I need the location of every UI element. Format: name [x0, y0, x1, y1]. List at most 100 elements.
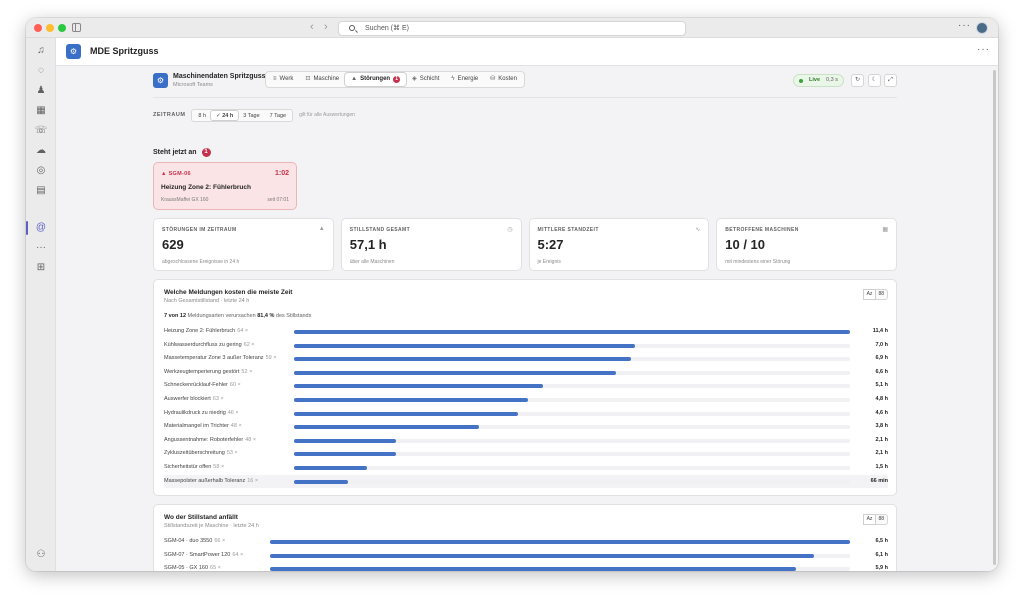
range-option-24h[interactable]: ✓ 24 h: [211, 110, 239, 120]
tab-kosten[interactable]: ⛁ Kosten: [484, 73, 523, 86]
tab-maschine[interactable]: ⊡ Maschine: [299, 73, 345, 86]
bar-row[interactable]: Zykluszeitüberschreitung 53 × 2,1 h: [164, 447, 888, 461]
bar-row[interactable]: Massetemperatur Zone 3 außer Toleranz 59 …: [164, 352, 888, 366]
refresh-button[interactable]: ↻: [851, 74, 864, 87]
bar-fill: [294, 343, 636, 348]
sort-alpha-button[interactable]: Az: [863, 515, 876, 524]
machines-sort-toggle: Az 88: [862, 514, 888, 525]
bar-fill: [294, 479, 348, 484]
kpi-card-machines: BETROFFENE MASCHINEN ▦ 10 / 10 mit minde…: [716, 218, 897, 271]
bar-row[interactable]: SGM-07 · SmartPower 120 64 × 6,1 h: [164, 549, 888, 563]
fullscreen-button[interactable]: ⤢: [884, 74, 897, 87]
bar-label: Materialmangel im Trichter 48 ×: [164, 423, 242, 430]
more-options-icon[interactable]: ···: [958, 20, 971, 31]
alert-machine-model: KraussMaffei GX 160: [161, 197, 209, 203]
bar-fill: [294, 465, 368, 470]
sidebar-toggle-icon[interactable]: [72, 23, 81, 32]
coins-icon: ⛁: [490, 76, 496, 82]
search-input[interactable]: Suchen (⌘ E): [338, 21, 686, 36]
bar-row[interactable]: Werkzeugtemperierung gestört 52 × 6,6 h: [164, 366, 888, 380]
bar-value: 2,1 h: [875, 436, 888, 443]
avatar[interactable]: [976, 22, 988, 34]
bar-row[interactable]: Auswerfer blockiert 63 × 4,8 h: [164, 393, 888, 407]
chat-icon[interactable]: ◌: [38, 65, 44, 76]
messages-card: Welche Meldungen kosten die meiste Zeit …: [153, 279, 897, 496]
tab-badge: 1: [393, 76, 401, 83]
sort-grid-button[interactable]: 88: [878, 291, 884, 297]
excel-icon[interactable]: ▤: [36, 185, 46, 196]
kpi-value: 629: [162, 237, 184, 252]
bar-value: 5,9 h: [875, 565, 888, 571]
bar-fill: [294, 397, 529, 402]
bar-fill: [294, 330, 850, 334]
activity-bell-icon[interactable]: ♫: [37, 45, 45, 56]
range-option-3d[interactable]: 3 Tage: [243, 112, 260, 119]
bar-fill: [294, 425, 480, 430]
bar-row[interactable]: SGM-05 · GX 160 65 × 5,9 h: [164, 562, 888, 571]
bar-label: SGM-07 · SmartPower 120 64 ×: [164, 551, 244, 558]
range-option-7d[interactable]: 7 Tage: [269, 112, 287, 119]
grid-icon: ▦: [882, 227, 888, 233]
bar-count: 64 ×: [232, 551, 244, 558]
alert-since: seit 07:01: [267, 197, 289, 203]
bar-row[interactable]: Hydraulikdruck zu niedrig 46 × 4,6 h: [164, 407, 888, 421]
messages-subtitle: Nach Gesamtstillstand · letzte 24 h: [164, 298, 250, 304]
forward-arrow-icon[interactable]: ›: [324, 21, 328, 33]
main-content: ⚙ Maschinendaten Spritzguss Microsoft Te…: [56, 66, 998, 571]
people-icon[interactable]: ⚇: [36, 549, 46, 560]
calendar-icon[interactable]: ▦: [36, 105, 46, 116]
bar-label: Kühlwasserdurchfluss zu gering 62 ×: [164, 341, 255, 348]
tab-stoerungen[interactable]: ▲ Störungen 1: [345, 73, 407, 86]
sort-grid-button[interactable]: 88: [878, 516, 884, 522]
range-option-8h[interactable]: 8 h: [198, 112, 207, 119]
dashboard-logo-icon: ⚙: [153, 73, 168, 88]
warning-icon: ▲: [351, 76, 358, 82]
bar-row[interactable]: SGM-04 · duo 3550 66 × 6,5 h: [164, 535, 888, 549]
bar-fill: [294, 370, 616, 375]
app-icon[interactable]: ◎: [36, 165, 46, 176]
bar-row[interactable]: Heizung Zone 2: Fühlerbruch 64 × 11,4 h: [164, 325, 888, 339]
bar-row[interactable]: Angussentnahme: Roboterfehler 48 × 2,1 h: [164, 434, 888, 448]
sort-alpha-button[interactable]: Az: [863, 290, 876, 299]
current-issues-heading: Steht jetzt an 1: [153, 148, 211, 157]
bar-track: [294, 330, 850, 334]
live-indicator: Live 0,3 s: [793, 74, 844, 87]
bar-fill: [270, 540, 850, 544]
back-arrow-icon[interactable]: ‹: [310, 21, 314, 33]
minimize-window-button[interactable]: [46, 24, 54, 32]
bar-count: 48 ×: [245, 436, 257, 443]
bar-track: [294, 397, 850, 402]
theme-button[interactable]: ☾: [868, 74, 881, 87]
scrollbar[interactable]: [993, 70, 996, 565]
more-apps-icon[interactable]: ···: [36, 242, 46, 253]
active-indicator: [26, 221, 28, 235]
close-window-button[interactable]: [34, 24, 42, 32]
bar-row[interactable]: Kühlwasserdurchfluss zu gering 62 × 7,0 h: [164, 339, 888, 353]
maximize-window-button[interactable]: [58, 24, 66, 32]
bar-label: SGM-04 · duo 3550 66 ×: [164, 538, 226, 544]
bar-count: 46 ×: [227, 409, 239, 416]
moon-icon: ☾: [871, 77, 878, 83]
machines-card: Wo der Stillstand anfällt Stillstandszei…: [153, 504, 897, 571]
search-placeholder: Suchen (⌘ E): [365, 25, 409, 32]
tab-energie[interactable]: ϟ Energie: [445, 73, 484, 86]
refresh-icon: ↻: [854, 77, 861, 83]
active-alert-card[interactable]: ▲ SGM-06 1:02 Heizung Zone 2: Fühlerbruc…: [153, 162, 297, 210]
add-app-icon[interactable]: ⊞: [36, 262, 46, 273]
bar-row[interactable]: Schneckenrücklauf-Fehler 60 × 5,1 h: [164, 379, 888, 393]
kpi-value: 57,1 h: [349, 237, 387, 252]
tab-werk[interactable]: ≡ Werk: [267, 73, 299, 86]
teams-icon[interactable]: ♟: [36, 85, 46, 96]
bar-fill: [270, 553, 815, 558]
mde-app-icon[interactable]: @: [35, 222, 47, 233]
bar-count: 53 ×: [226, 450, 238, 457]
bar-row[interactable]: Sicherheitstür offen 58 × 1,5 h: [164, 461, 888, 475]
bar-row[interactable]: Massepolster außerhalb Toleranz 16 × 66 mi…: [164, 474, 888, 489]
bar-track: [294, 357, 850, 362]
tab-schicht[interactable]: ◈ Schicht: [406, 73, 445, 86]
messages-title: Welche Meldungen kosten die meiste Zeit: [164, 289, 293, 296]
app-more-icon[interactable]: ···: [977, 44, 990, 55]
cloud-icon[interactable]: ☁: [36, 145, 46, 156]
bar-row[interactable]: Materialmangel im Trichter 48 × 3,8 h: [164, 420, 888, 434]
calls-icon[interactable]: ☏: [34, 125, 48, 136]
